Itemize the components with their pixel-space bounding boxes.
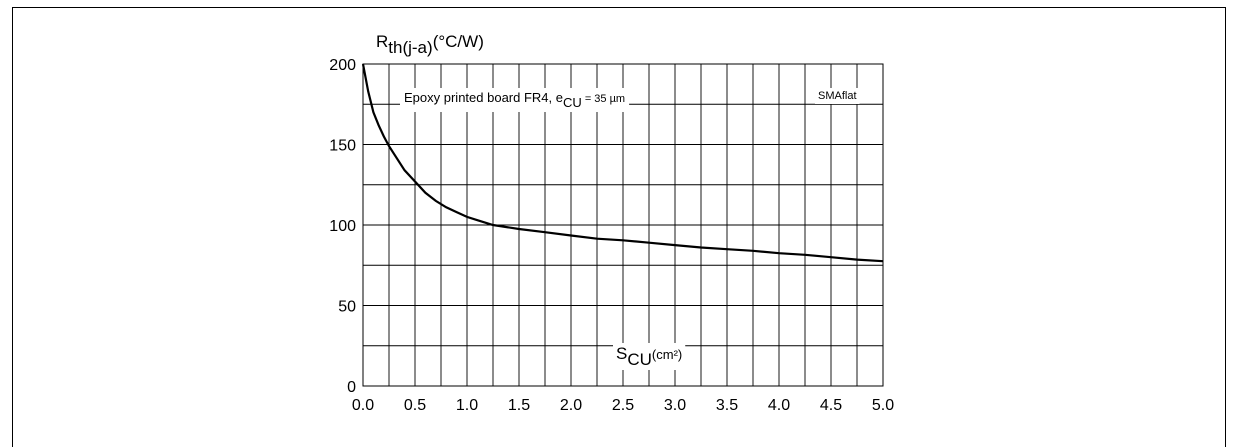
y-tick-label: 50 [338,299,356,316]
grid [362,63,884,387]
x-tick-label: 2.0 [560,397,582,414]
y-tick-label: 0 [347,379,356,396]
chart-frame [12,7,1226,447]
y-tick-label: 100 [329,218,356,235]
x-axis-title-sub: CU [627,350,652,369]
y-axis-title-base: R [376,32,388,51]
y-axis-title: Rth(j-a)(°C/W) [376,32,484,57]
annotation-background [400,88,630,112]
x-tick-label: 1.0 [456,397,478,414]
x-tick-label: 3.0 [664,397,686,414]
rth-vs-copper-area-chart: Epoxy printed board FR4, eCU = 35 µm SMA… [329,32,894,414]
x-axis-title-background [613,343,686,370]
package-label-background [815,88,860,104]
x-tick-label: 1.5 [508,397,530,414]
annotation-main: Epoxy printed board FR4, e [404,90,563,105]
x-tick-label: 3.5 [716,397,738,414]
x-tick-label: 0.0 [352,397,374,414]
y-axis-title-sub: th(j-a) [388,38,432,57]
plot-area [362,63,884,387]
annotation-text: Epoxy printed board FR4, eCU = 35 µm [404,90,625,110]
x-axis-title: SCU(cm²) [616,344,682,369]
annotation-sub: CU [563,95,582,110]
tick-labels: 0.0 0.5 1.0 1.5 2.0 2.5 3.0 3.5 4.0 4.5 5.0 0 50 100 1… [329,57,894,414]
x-tick-label: 5.0 [872,397,894,414]
rth-curve [361,63,884,263]
y-tick-label: 200 [329,57,356,74]
x-tick-label: 2.5 [612,397,634,414]
package-label: SMAflat [818,90,857,102]
annotation-value: = 35 µm [582,93,625,105]
x-tick-label: 4.5 [820,397,842,414]
x-tick-label: 4.0 [768,397,790,414]
y-tick-label: 150 [329,138,356,155]
x-tick-label: 0.5 [404,397,426,414]
x-axis-title-base: S [616,344,627,363]
y-axis-title-unit: (°C/W) [433,32,484,51]
x-axis-title-unit: (cm²) [652,347,682,362]
